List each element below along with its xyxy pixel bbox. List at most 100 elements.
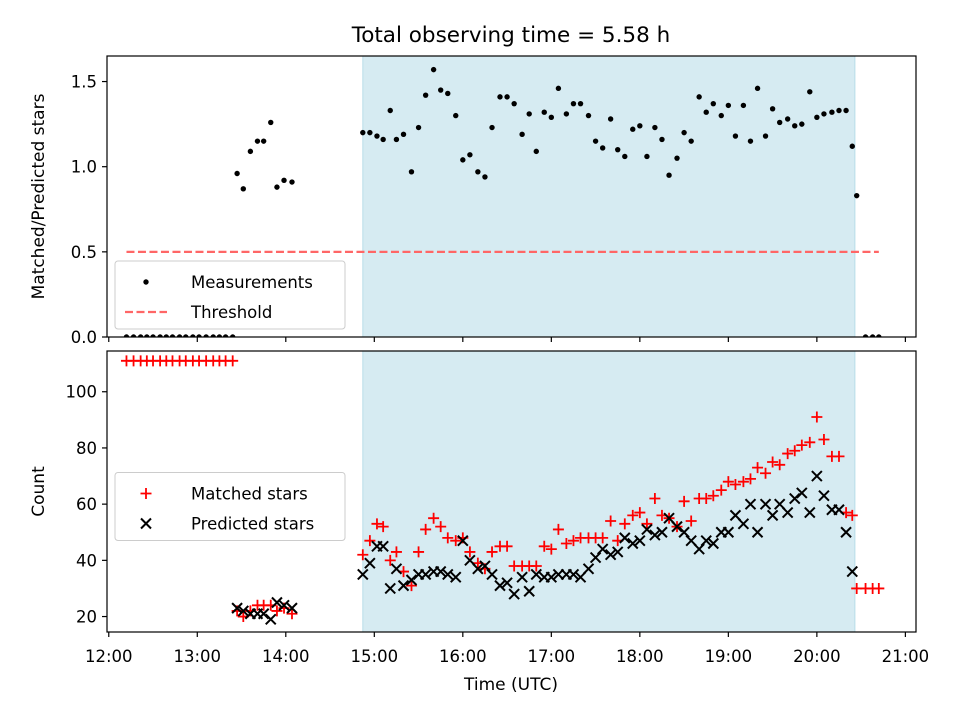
y-tick-label: 0.0 bbox=[71, 328, 97, 347]
y-tick-label: 100 bbox=[66, 383, 98, 402]
predicted-star-point bbox=[271, 596, 283, 609]
predicted-star-point bbox=[501, 577, 513, 589]
predicted-star-point bbox=[257, 608, 270, 620]
measurement-point bbox=[688, 138, 694, 144]
measurement-point bbox=[622, 153, 628, 160]
measurement-point bbox=[393, 136, 400, 143]
predicted-star-point bbox=[804, 506, 816, 519]
predicted-star-point bbox=[818, 490, 830, 502]
predicted-star-point bbox=[508, 588, 520, 600]
predicted-star-point bbox=[286, 602, 298, 614]
measurement-point bbox=[821, 111, 827, 117]
measurement-point bbox=[869, 334, 876, 337]
matched-star-point bbox=[818, 434, 830, 446]
predicted-star-point bbox=[494, 579, 506, 592]
predicted-star-point bbox=[700, 534, 712, 547]
data-layer bbox=[120, 355, 885, 626]
matched-star-point bbox=[737, 476, 749, 488]
matched-star-point bbox=[796, 439, 808, 451]
x-tick-label: 12:00 bbox=[85, 647, 133, 666]
legend: Matched stars Predicted stars bbox=[114, 472, 346, 541]
predicted-star-point bbox=[472, 563, 484, 575]
measurement-point bbox=[637, 123, 643, 129]
series-measurements bbox=[123, 66, 882, 337]
predicted-star-point bbox=[357, 568, 369, 581]
predicted-star-point bbox=[737, 518, 750, 530]
measurement-point bbox=[210, 334, 216, 337]
measurement-point bbox=[222, 334, 229, 337]
legend: Measurements Threshold bbox=[114, 260, 346, 330]
measurement-point bbox=[169, 334, 176, 337]
x-tick-label: 21:00 bbox=[882, 647, 930, 666]
axes-frame bbox=[106, 350, 917, 633]
predicted-star-point bbox=[619, 532, 631, 544]
measurement-point bbox=[229, 334, 236, 337]
matched-star-point bbox=[428, 512, 440, 524]
matched-star-point bbox=[286, 608, 298, 620]
matched-star-point bbox=[552, 523, 564, 535]
matched-star-point bbox=[442, 532, 454, 544]
measurement-point bbox=[630, 126, 636, 132]
matched-star-point bbox=[413, 546, 425, 558]
matched-star-point bbox=[420, 523, 432, 535]
measurement-point bbox=[732, 133, 739, 139]
matched-star-point bbox=[271, 605, 283, 617]
matched-star-point bbox=[364, 535, 376, 547]
matched-star-point bbox=[752, 462, 764, 474]
measurement-point bbox=[740, 102, 747, 109]
matched-star-point bbox=[464, 546, 476, 558]
measurement-point bbox=[367, 129, 373, 136]
matched-star-point bbox=[833, 450, 845, 462]
measurement-point bbox=[526, 111, 532, 117]
measurement-point bbox=[541, 109, 547, 115]
measurement-point bbox=[254, 138, 261, 144]
chart-title: Total observing time = 5.58 h bbox=[351, 23, 671, 48]
measurement-point bbox=[718, 112, 724, 119]
measurement-point bbox=[422, 92, 429, 98]
measurement-point bbox=[203, 334, 209, 337]
measurement-point bbox=[644, 153, 650, 160]
y-tick-label: 60 bbox=[76, 495, 97, 514]
measurement-point bbox=[555, 85, 562, 92]
measurement-point bbox=[747, 138, 754, 144]
measurement-point bbox=[710, 100, 717, 107]
predicted-star-point bbox=[278, 599, 290, 612]
matched-star-point bbox=[873, 582, 885, 594]
measurement-point bbox=[482, 174, 488, 180]
measurement-point bbox=[814, 114, 820, 121]
measurement-point bbox=[519, 131, 525, 138]
predicted-star-point bbox=[419, 568, 432, 581]
measurement-point bbox=[829, 109, 835, 115]
x-axis-label: Time (UTC) bbox=[463, 675, 558, 695]
data-layer bbox=[123, 66, 882, 337]
predicted-star-point bbox=[596, 543, 609, 555]
x-tick-label: 19:00 bbox=[705, 647, 753, 666]
measurement-point bbox=[563, 111, 570, 117]
matched-star-point bbox=[619, 518, 631, 530]
predicted-star-point bbox=[397, 579, 410, 592]
predicted-star-point bbox=[523, 585, 535, 597]
predicted-star-point bbox=[634, 534, 646, 547]
measurement-point bbox=[862, 334, 869, 337]
measurement-point bbox=[876, 334, 882, 337]
measurement-point bbox=[467, 152, 473, 158]
measurement-point bbox=[247, 148, 254, 155]
predicted-star-point bbox=[656, 526, 668, 538]
measurement-point bbox=[360, 129, 366, 136]
matched-star-point bbox=[357, 549, 369, 561]
matched-star-point bbox=[450, 535, 462, 547]
legend-box bbox=[114, 472, 346, 541]
measurement-point bbox=[196, 334, 202, 337]
x-tick-label: 20:00 bbox=[793, 647, 841, 666]
predicted-star-point bbox=[840, 526, 852, 538]
observing-interval-shade bbox=[362, 350, 856, 633]
x-tick-label: 18:00 bbox=[616, 647, 664, 666]
measurement-point bbox=[725, 102, 732, 109]
y-tick-label: 0.5 bbox=[71, 243, 97, 262]
predicted-star-point bbox=[582, 563, 595, 575]
measurement-point bbox=[400, 131, 407, 138]
matched-star-point bbox=[560, 537, 572, 549]
measurement-point bbox=[799, 121, 805, 127]
measurement-point bbox=[374, 133, 380, 139]
